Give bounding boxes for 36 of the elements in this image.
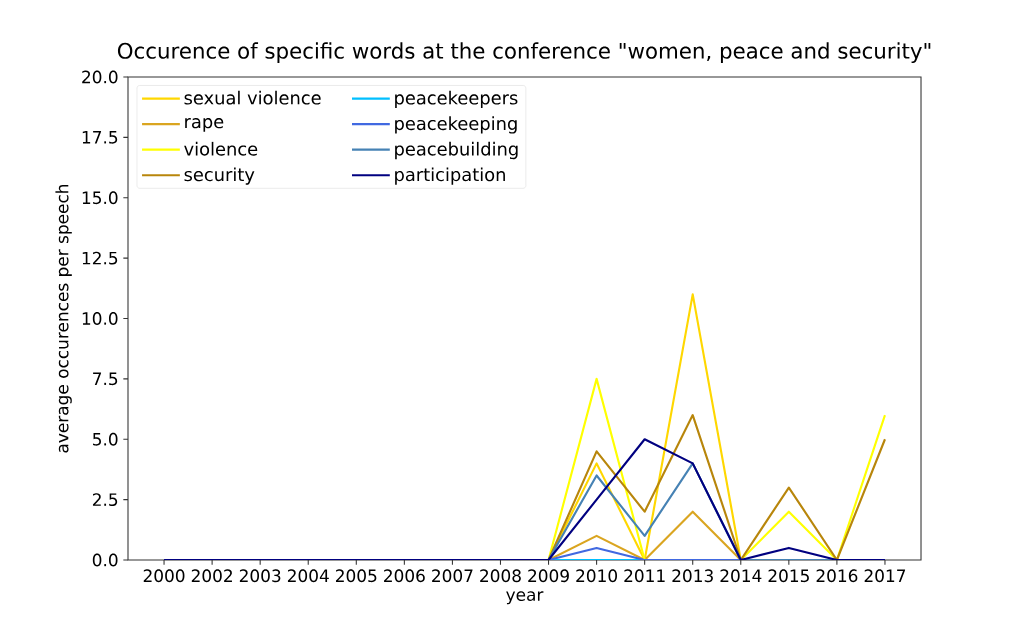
legend-label: participation [395,167,505,185]
legend-label: security [184,167,255,185]
x-tick-label: 2013 [672,569,713,583]
y-tick-label: 0.0 [92,553,118,567]
x-tick-label: 2014 [720,569,762,583]
y-axis-title: average occurences per speech [55,184,72,453]
x-tick-label: 2016 [816,569,858,583]
y-tick-label: 5.0 [93,432,118,446]
x-tick-label: 2009 [528,569,569,583]
y-tick-label: 17.5 [82,131,118,144]
y-tick-label: 10.0 [82,312,118,325]
y-tick-label: 15.0 [82,191,118,205]
x-tick-label: 2004 [287,569,329,583]
x-tick-label: 2008 [480,569,521,583]
x-tick-label: 2005 [335,569,377,583]
y-tick-label: 20.0 [82,70,118,84]
x-tick-label: 2002 [191,569,232,583]
chart-title: Occurence of specific words at the conference "women, peace and security" [117,42,931,63]
y-tick-label: 7.5 [93,372,118,386]
x-tick-label: 2015 [768,569,809,583]
legend-label: peacekeepers [395,90,518,109]
y-tick-label: 12.5 [82,251,118,265]
x-tick-label: 2010 [576,569,618,583]
x-tick-label: 2007 [432,569,473,583]
legend-label: rape [185,118,224,132]
x-tick-label: 2000 [143,569,185,583]
legend-label: peacebuilding [395,141,518,160]
legend-label: sexual violence [184,90,321,105]
legend-label: violence [184,141,258,156]
x-tick-label: 2017 [864,569,906,583]
legend-label: peacekeeping [395,116,517,134]
x-tick-label: 2003 [239,569,281,583]
y-tick-label: 2.5 [92,493,118,507]
x-tick-label: 2011 [624,569,665,583]
x-axis-title: year [506,591,544,605]
x-tick-label: 2006 [384,569,425,583]
